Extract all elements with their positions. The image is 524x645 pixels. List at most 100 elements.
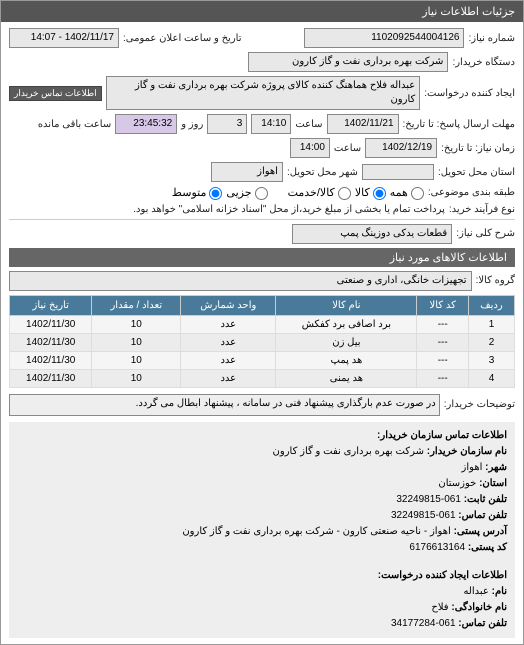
org-fax-label: تلفن تماس:	[458, 510, 507, 521]
radio-service[interactable]	[338, 187, 351, 200]
desc-label: شرح کلی نیاز:	[456, 228, 515, 239]
table-cell: عدد	[181, 369, 276, 387]
panel-body: شماره نیاز: 1102092544004126 تاریخ و ساع…	[1, 22, 523, 644]
org-fax: 061-32249815	[391, 510, 456, 521]
buyer-note-field: در صورت عدم بارگذاری پیشنهاد فنی در ساما…	[9, 394, 440, 416]
org-postal-label: کد پستی:	[468, 542, 507, 553]
table-cell: 1402/11/30	[10, 351, 92, 369]
radio-partial[interactable]	[255, 187, 268, 200]
org-address-label: آدرس پستی:	[454, 526, 507, 537]
process-text: پرداخت تمام یا بخشی از مبلغ خرید،از محل …	[9, 204, 445, 215]
announce-field: 1402/11/17 - 14:07	[9, 28, 119, 48]
creator-field: عبداله فلاح هماهنگ کننده کالای پروژه شرک…	[106, 76, 421, 110]
table-cell: 1402/11/30	[10, 369, 92, 387]
process-label: نوع فرآیند خرید:	[449, 204, 515, 215]
main-panel: جزئیات اطلاعات نیاز شماره نیاز: 11020925…	[0, 0, 524, 645]
city-field: اهواز	[211, 162, 283, 182]
person-phone: 061-34177284	[391, 618, 456, 629]
deadline-need-time: 14:00	[290, 138, 330, 158]
table-body: 1---برد اصافی برد کفکشعدد101402/11/302--…	[10, 315, 515, 387]
org-phone: 061-32249815	[396, 494, 461, 505]
province-label: استان محل تحویل:	[438, 167, 515, 178]
org-phone-label: تلفن ثابت:	[464, 494, 507, 505]
row-buyer: دستگاه خریدار: شرکت بهره برداری نفت و گا…	[9, 52, 515, 72]
table-cell: 1	[469, 315, 515, 333]
table-cell: ---	[417, 351, 469, 369]
table-cell: 10	[92, 333, 181, 351]
org-city: اهواز	[462, 462, 483, 473]
row-location: استان محل تحویل: شهر محل تحویل: اهواز	[9, 162, 515, 182]
days-label: روز و	[181, 119, 203, 130]
contact-buyer-button[interactable]: اطلاعات تماس خریدار	[9, 86, 102, 101]
radio-all-label[interactable]: همه	[390, 186, 424, 200]
row-desc: شرح کلی نیاز: قطعات یدکی دوزینگ پمپ	[9, 224, 515, 244]
table-cell: بیل زن	[276, 333, 417, 351]
req-no-label: شماره نیاز:	[468, 33, 515, 44]
table-cell: هد یمنی	[276, 369, 417, 387]
deadline-need-label: زمان نیاز: تا تاریخ:	[441, 143, 515, 154]
table-cell: ---	[417, 369, 469, 387]
table-cell: 2	[469, 333, 515, 351]
deadline-need-date: 1402/12/19	[365, 138, 437, 158]
col-code: کد کالا	[417, 295, 469, 315]
table-head: ردیف کد کالا نام کالا واحد شمارش تعداد /…	[10, 295, 515, 315]
table-cell: برد اصافی برد کفکش	[276, 315, 417, 333]
radio-service-label[interactable]: کالا/خدمت	[288, 186, 351, 200]
col-row: ردیف	[469, 295, 515, 315]
buyer-note-label: توضیحات خریدار:	[444, 399, 515, 410]
table-row: 4---هد یمنیعدد101402/11/30	[10, 369, 515, 387]
row-creator: ایجاد کننده درخواست: عبداله فلاح هماهنگ …	[9, 76, 515, 110]
time-label-2: ساعت	[334, 143, 361, 154]
radio-partial-label[interactable]: جزیی	[226, 186, 267, 200]
req-no-field: 1102092544004126	[304, 28, 464, 48]
announce-label: تاریخ و ساعت اعلان عمومی:	[123, 33, 242, 44]
person-phone-label: تلفن تماس:	[458, 618, 507, 629]
row-category: طبقه بندی موضوعی: همه کالا کالا/خدمت جزی…	[9, 186, 515, 200]
radio-good[interactable]	[373, 187, 386, 200]
province-field	[362, 164, 434, 180]
person-lname: فلاح	[431, 602, 448, 613]
org-city-label: شهر:	[485, 462, 507, 473]
group-label: گروه کالا:	[476, 275, 515, 286]
deadline-send-time: 14:10	[251, 114, 291, 134]
table-row: 3---هد پمپعدد101402/11/30	[10, 351, 515, 369]
person-name-label: نام:	[492, 586, 507, 597]
buyer-label: دستگاه خریدار:	[452, 57, 515, 68]
time-label-1: ساعت	[295, 119, 322, 130]
deadline-send-date: 1402/11/21	[327, 114, 399, 134]
radio-all[interactable]	[411, 187, 424, 200]
radio-medium[interactable]	[209, 187, 222, 200]
person-lname-label: نام خانوادگی:	[451, 602, 507, 613]
group-field: تجهیزات خانگی، اداری و صنعتی	[9, 271, 472, 291]
table-cell: 1402/11/30	[10, 333, 92, 351]
table-cell: 1402/11/30	[10, 315, 92, 333]
org-address: اهواز - ناحیه صنعتی کارون - شرکت بهره بر…	[182, 526, 450, 537]
items-table: ردیف کد کالا نام کالا واحد شمارش تعداد /…	[9, 295, 515, 388]
creator-label: ایجاد کننده درخواست:	[424, 88, 515, 99]
row-deadline-need: زمان نیاز: تا تاریخ: 1402/12/19 ساعت 14:…	[9, 138, 515, 158]
table-cell: عدد	[181, 315, 276, 333]
contact-org-title: اطلاعات تماس سازمان خریدار:	[377, 430, 507, 441]
table-cell: ---	[417, 333, 469, 351]
desc-field: قطعات یدکی دوزینگ پمپ	[292, 224, 452, 244]
org-name: شرکت بهره برداری نفت و گاز کارون	[273, 446, 424, 457]
table-cell: ---	[417, 315, 469, 333]
table-cell: 4	[469, 369, 515, 387]
radio-medium-label[interactable]: متوسط	[172, 186, 223, 200]
remain-label: ساعت باقی مانده	[38, 119, 111, 130]
row-group: گروه کالا: تجهیزات خانگی، اداری و صنعتی	[9, 271, 515, 291]
row-buyer-note: توضیحات خریدار: در صورت عدم بارگذاری پیش…	[9, 394, 515, 416]
row-deadline-send: مهلت ارسال پاسخ: تا تاریخ: 1402/11/21 سا…	[9, 114, 515, 134]
deadline-send-label: مهلت ارسال پاسخ: تا تاریخ:	[403, 119, 515, 130]
table-row: 2---بیل زنعدد101402/11/30	[10, 333, 515, 351]
org-name-label: نام سازمان خریدار:	[427, 446, 507, 457]
col-name: نام کالا	[276, 295, 417, 315]
items-header: اطلاعات کالاهای مورد نیاز	[9, 248, 515, 267]
org-postal: 6176613164	[409, 542, 465, 553]
radio-good-label[interactable]: کالا	[355, 186, 386, 200]
panel-title: جزئیات اطلاعات نیاز	[1, 1, 523, 22]
table-cell: عدد	[181, 333, 276, 351]
row-req-no: شماره نیاز: 1102092544004126 تاریخ و ساع…	[9, 28, 515, 48]
remain-time: 23:45:32	[115, 114, 177, 134]
contact-org-block: اطلاعات تماس سازمان خریدار: نام سازمان خ…	[9, 422, 515, 562]
